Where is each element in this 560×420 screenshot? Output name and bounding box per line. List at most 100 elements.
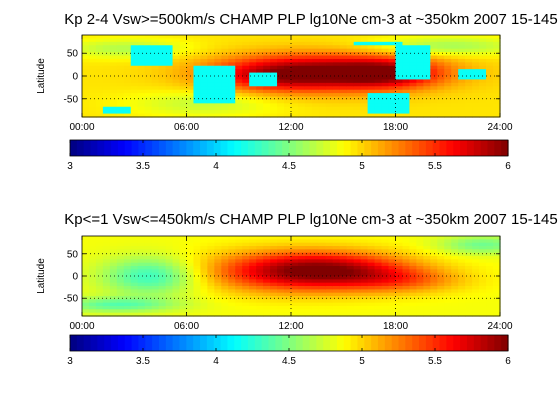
heatmap-cell <box>109 38 118 43</box>
heatmap-cell <box>395 246 404 250</box>
heatmap-cell <box>123 276 132 280</box>
heatmap-cell <box>472 52 480 57</box>
heatmap-cell <box>82 299 90 304</box>
heatmap-cell <box>214 299 222 304</box>
heatmap-cell <box>207 45 215 50</box>
heatmap-cell <box>311 38 320 43</box>
x-tick-label: 00:00 <box>69 321 94 332</box>
heatmap-cell <box>144 62 153 67</box>
heatmap-cell <box>235 72 243 77</box>
heatmap-cell <box>409 79 417 84</box>
heatmap-cell <box>297 82 306 87</box>
heatmap-cell <box>123 246 132 250</box>
heatmap-cell <box>409 113 417 118</box>
heatmap-cell <box>311 45 320 50</box>
heatmap-cell <box>381 266 390 270</box>
heatmap-cell <box>200 93 208 98</box>
heatmap-cell <box>325 110 334 115</box>
heatmap-cell <box>472 35 480 40</box>
heatmap-cell <box>130 76 139 81</box>
heatmap-cell <box>123 82 132 87</box>
heatmap-cell <box>123 269 132 274</box>
heatmap-cell <box>256 266 264 270</box>
heatmap-cell <box>318 259 327 264</box>
heatmap-cell <box>256 69 264 74</box>
heatmap-cell <box>291 93 299 98</box>
heatmap-cell <box>256 38 264 43</box>
heatmap-cell <box>130 292 139 297</box>
heatmap-cell <box>479 48 487 53</box>
heatmap-cell <box>242 82 250 87</box>
heatmap-cell <box>409 38 417 43</box>
heatmap-cell <box>221 276 229 280</box>
heatmap-cell <box>472 279 480 284</box>
heatmap-cell <box>82 106 90 111</box>
heatmap-cell <box>360 246 369 250</box>
heatmap-cell <box>82 266 90 270</box>
heatmap-cell <box>123 302 132 307</box>
heatmap-cell <box>318 69 327 74</box>
colorbar-segment <box>83 140 92 156</box>
heatmap-cell <box>325 89 334 94</box>
heatmap-cell <box>88 296 97 300</box>
heatmap-cell <box>137 252 146 257</box>
colorbar-segment <box>446 335 454 351</box>
heatmap-cell <box>339 259 348 264</box>
heatmap-cell <box>109 93 118 98</box>
heatmap-cell <box>430 306 438 310</box>
heatmap-cell <box>270 106 278 111</box>
heatmap-cell <box>353 282 362 287</box>
heatmap-cell <box>465 62 473 67</box>
heatmap-cell <box>346 246 355 250</box>
heatmap-cell <box>249 55 257 60</box>
heatmap-cell <box>172 252 181 257</box>
heatmap-cell <box>158 76 167 81</box>
heatmap-cell <box>346 276 355 280</box>
heatmap-cell <box>144 296 153 300</box>
heatmap-cell <box>339 242 348 247</box>
heatmap-cell <box>123 252 132 257</box>
heatmap-cell <box>374 72 383 77</box>
heatmap-cell <box>395 62 404 67</box>
heatmap-cell <box>172 262 181 267</box>
heatmap-cell <box>102 286 111 290</box>
heatmap-cell <box>249 113 257 118</box>
heatmap-cell <box>318 262 327 267</box>
heatmap-cell <box>249 52 257 57</box>
heatmap-cell <box>437 252 445 257</box>
heatmap-cell <box>284 256 292 260</box>
heatmap-cell <box>221 52 229 57</box>
heatmap-cell <box>130 72 139 77</box>
heatmap-cell <box>360 82 369 87</box>
heatmap-cell <box>158 279 167 284</box>
heatmap-cell <box>381 239 390 244</box>
heatmap-cell <box>116 89 125 94</box>
heatmap-cell <box>493 279 501 284</box>
heatmap-cell <box>458 35 466 40</box>
heatmap-cell <box>409 272 417 277</box>
heatmap-cell <box>193 79 202 84</box>
heatmap-cell <box>353 289 362 294</box>
heatmap-cell <box>221 252 229 257</box>
heatmap-cell <box>256 312 264 317</box>
heatmap-cell <box>388 62 397 67</box>
heatmap-cell <box>116 99 125 104</box>
heatmap-cell <box>451 86 459 91</box>
heatmap-cell <box>123 72 132 77</box>
heatmap-cell <box>130 35 139 40</box>
heatmap-cell <box>221 299 229 304</box>
heatmap-cell <box>423 45 431 50</box>
heatmap-cell <box>88 309 97 314</box>
heatmap-cell <box>256 103 264 108</box>
heatmap-cell <box>137 96 146 101</box>
heatmap-cell <box>88 82 97 87</box>
heatmap-cell <box>444 262 452 267</box>
heatmap-cell <box>228 249 236 254</box>
heatmap-cell <box>297 276 306 280</box>
heatmap-cell <box>297 249 306 254</box>
heatmap-cell <box>416 256 424 260</box>
heatmap-cell <box>311 76 320 81</box>
heatmap-cell <box>235 99 243 104</box>
y-tick-label: 0 <box>72 272 78 283</box>
heatmap-cell <box>416 272 424 277</box>
